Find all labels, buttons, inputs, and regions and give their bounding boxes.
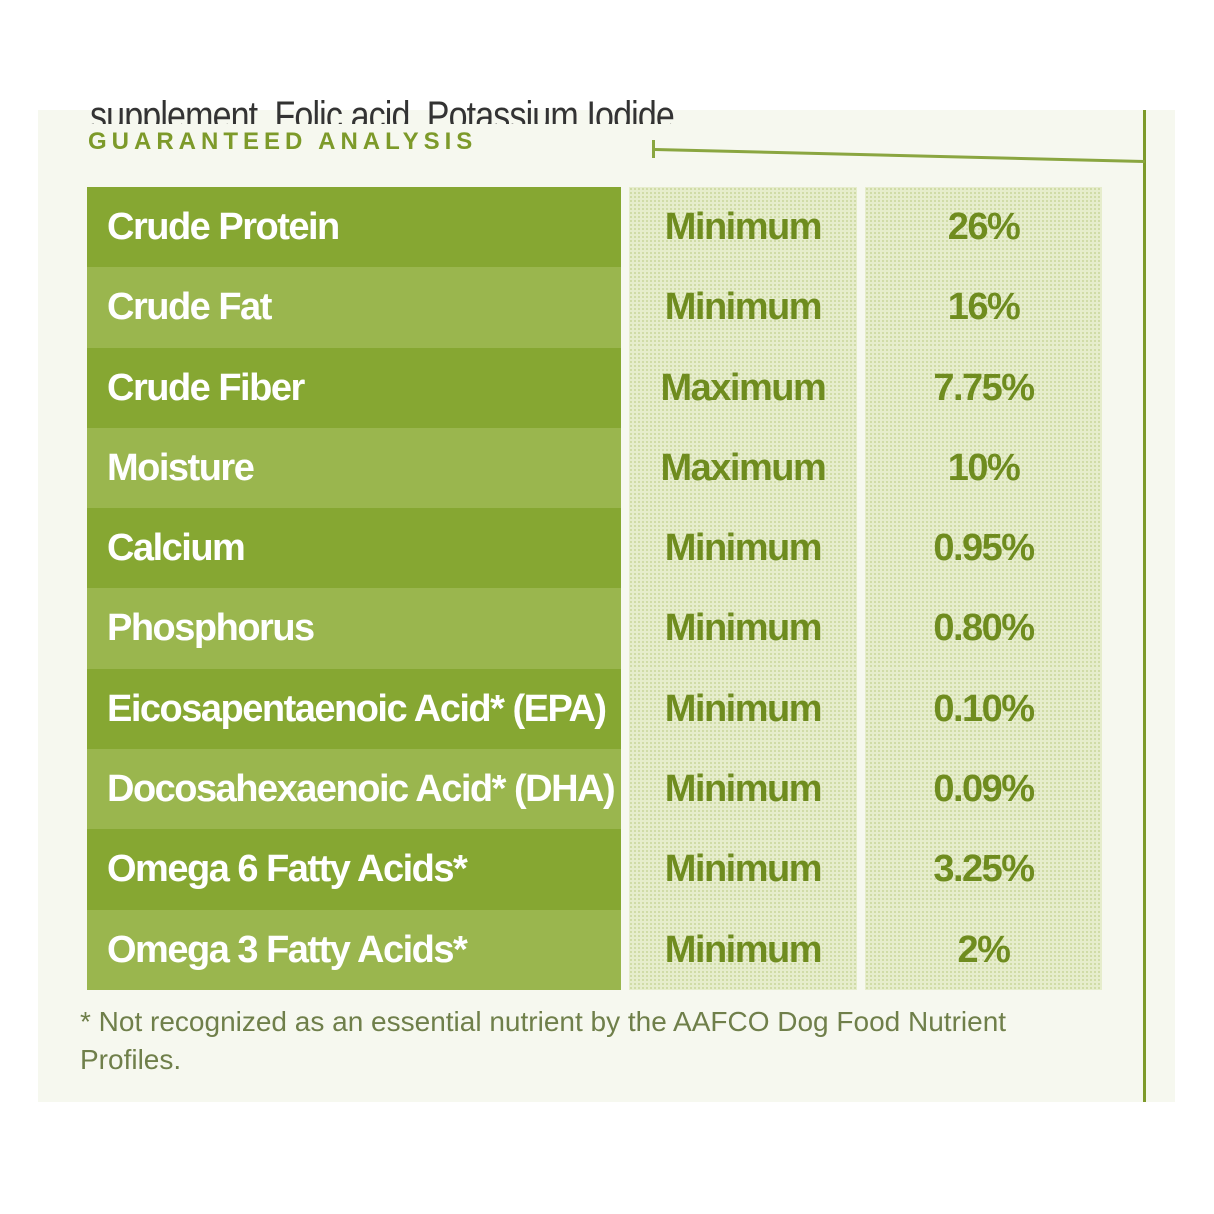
table-row: Crude Fat Minimum 16% — [87, 267, 1103, 348]
ingredients-tail: supplement, Folic acid, Potassium Iodide… — [90, 96, 683, 124]
table-row: Omega 3 Fatty Acids* Minimum 2% — [87, 909, 1103, 990]
nutrient-name: Crude Fiber — [87, 347, 621, 428]
label-border — [1143, 110, 1146, 1102]
nutrient-value: 0.10% — [864, 668, 1103, 750]
table-row: Crude Protein Minimum 26% — [87, 187, 1103, 268]
nutrient-type: Minimum — [628, 829, 857, 910]
nutrient-value: 0.80% — [864, 588, 1103, 669]
table-row: Eicosapentaenoic Acid* (EPA) Minimum 0.10% — [87, 668, 1103, 750]
nutrient-type: Minimum — [628, 668, 857, 750]
nutrient-name: Crude Fat — [87, 267, 621, 348]
nutrient-value: 16% — [864, 267, 1103, 348]
nutrient-type: Maximum — [628, 347, 857, 428]
nutrient-type: Minimum — [628, 187, 857, 268]
table-row: Crude Fiber Maximum 7.75% — [87, 347, 1103, 428]
nutrient-name: Omega 3 Fatty Acids* — [87, 909, 621, 990]
table-row: Phosphorus Minimum 0.80% — [87, 588, 1103, 669]
nutrient-name: Moisture — [87, 427, 621, 509]
nutrient-value: 7.75% — [864, 347, 1103, 428]
section-heading: GUARANTEED ANALYSIS — [88, 128, 478, 155]
nutrient-name: Omega 6 Fatty Acids* — [87, 829, 621, 910]
nutrient-name: Crude Protein — [87, 187, 621, 268]
nutrient-name: Docosahexaenoic Acid* (DHA) — [87, 749, 621, 830]
nutrient-value: 0.09% — [864, 749, 1103, 830]
nutrient-type: Minimum — [628, 749, 857, 830]
nutrient-value: 10% — [864, 427, 1103, 509]
table-row: Moisture Maximum 10% — [87, 427, 1103, 509]
footnote: * Not recognized as an essential nutrien… — [80, 1006, 1007, 1075]
guaranteed-analysis-table: Crude Protein Minimum 26% Crude Fat Minimum 1… — [87, 187, 1103, 990]
nutrient-type: Minimum — [628, 588, 857, 669]
nutrient-type: Minimum — [628, 267, 857, 348]
divider-cap — [652, 140, 655, 158]
nutrient-type: Maximum — [628, 427, 857, 509]
nutrient-name: Calcium — [87, 508, 621, 589]
nutrient-value: 0.95% — [864, 508, 1103, 589]
nutrient-value: 26% — [864, 187, 1103, 268]
nutrient-type: Minimum — [628, 508, 857, 589]
nutrient-type: Minimum — [628, 909, 857, 990]
nutrient-value: 2% — [864, 909, 1103, 990]
nutrient-value: 3.25% — [864, 829, 1103, 910]
table-row: Omega 6 Fatty Acids* Minimum 3.25% — [87, 829, 1103, 910]
nutrient-name: Phosphorus — [87, 588, 621, 669]
table-row: Docosahexaenoic Acid* (DHA) Minimum 0.09% — [87, 749, 1103, 830]
table-row: Calcium Minimum 0.95% — [87, 508, 1103, 589]
nutrient-name: Eicosapentaenoic Acid* (EPA) — [87, 668, 621, 750]
